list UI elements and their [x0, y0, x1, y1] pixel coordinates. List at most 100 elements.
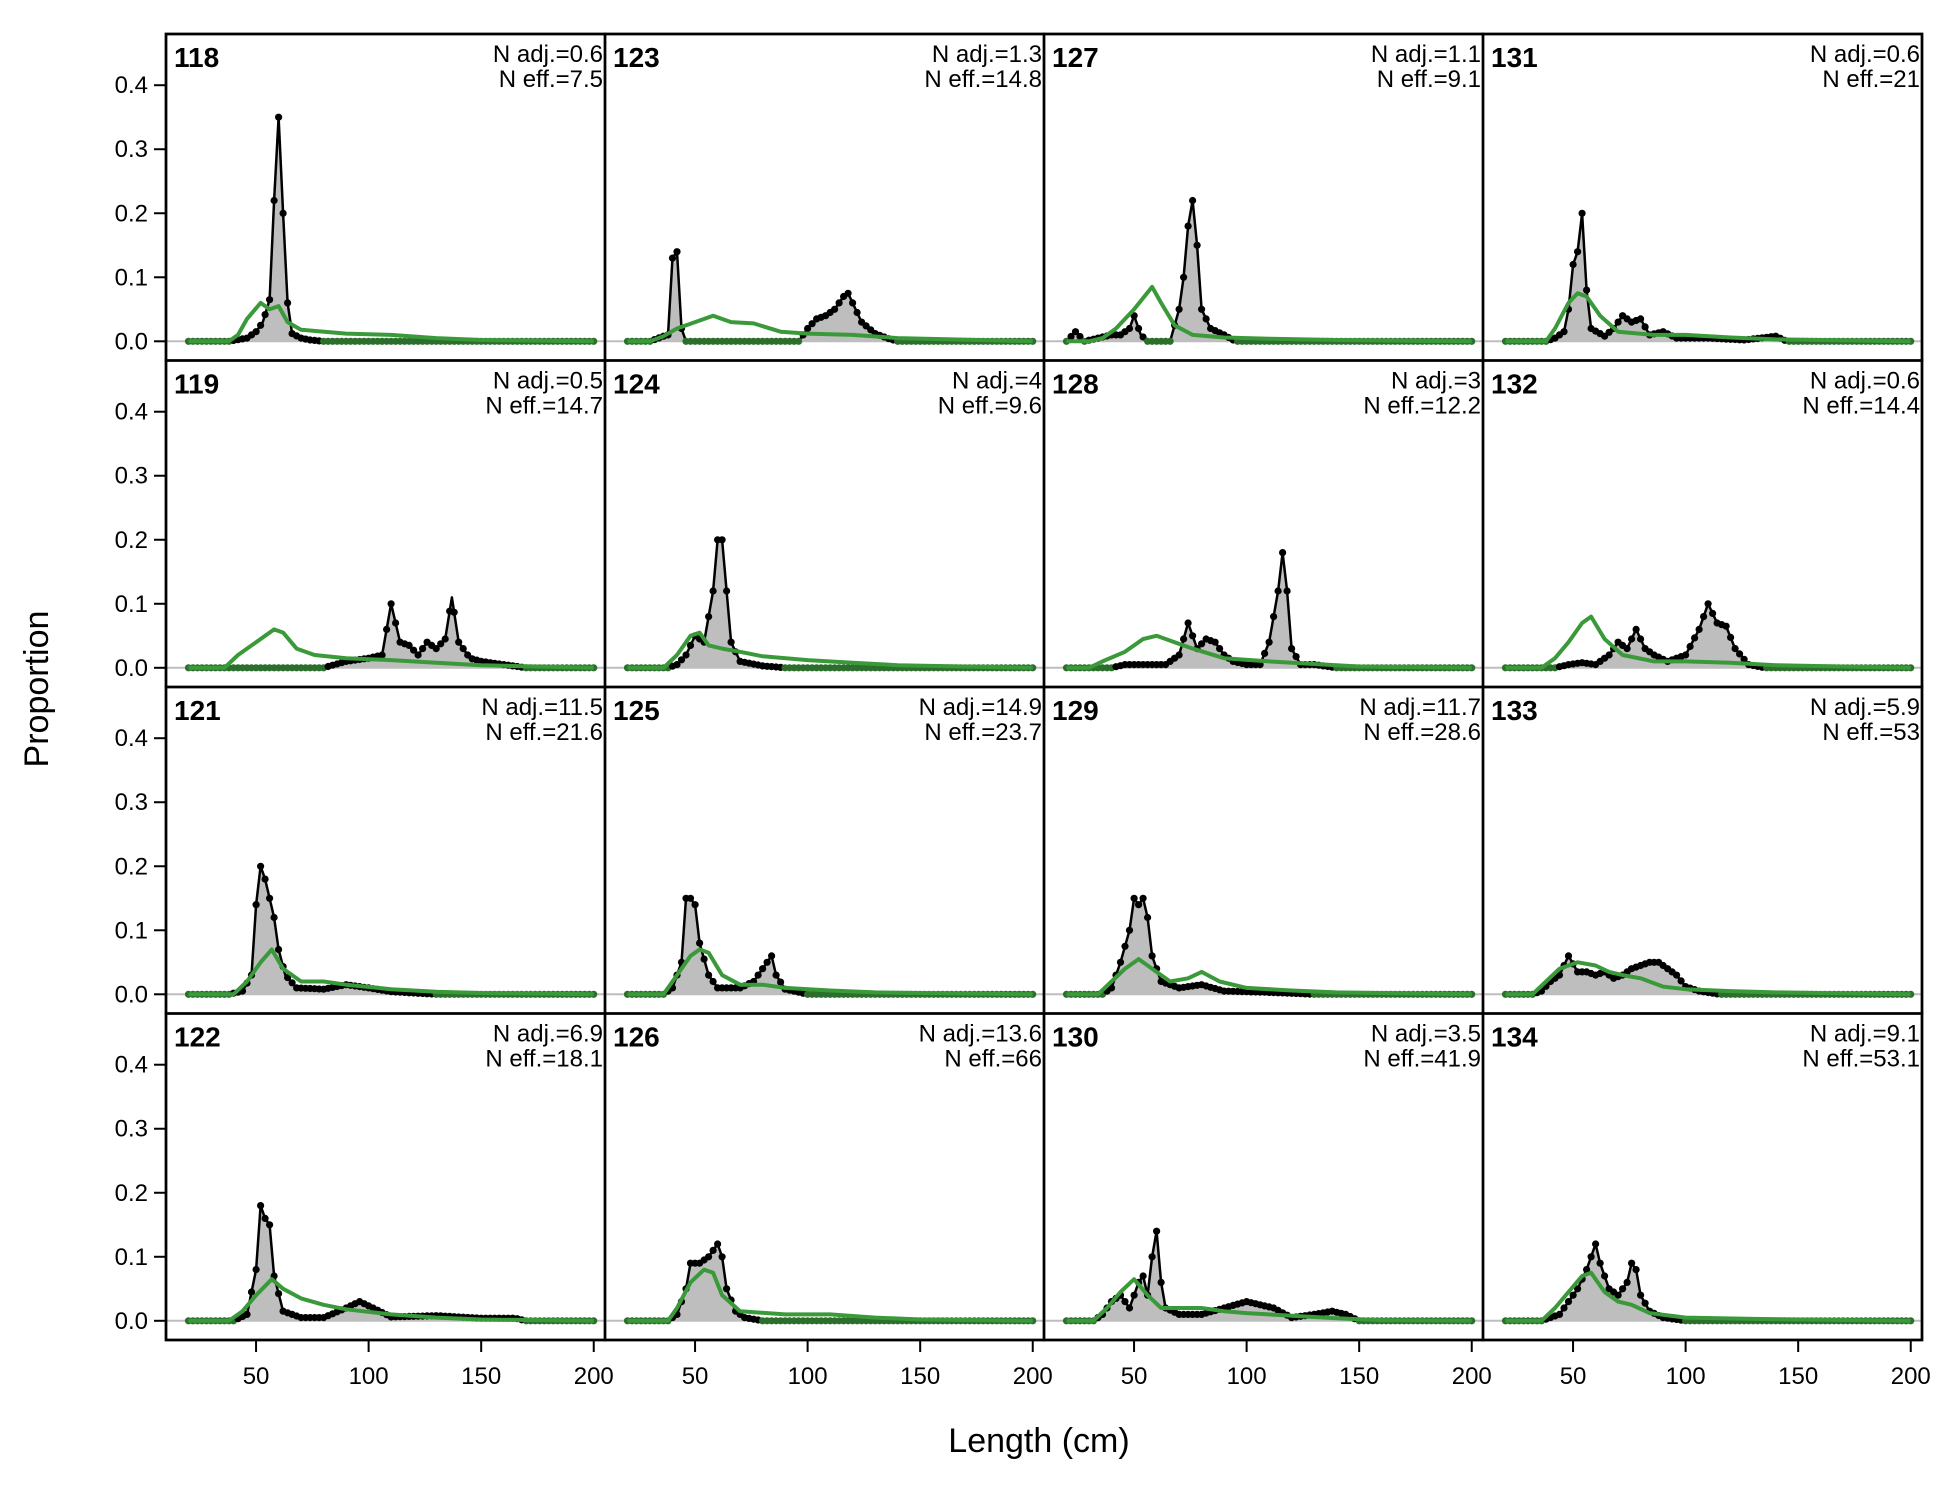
observed-point: [1614, 318, 1622, 326]
observed-point: [1189, 632, 1197, 640]
observed-point: [1157, 1278, 1165, 1286]
observed-points: [1501, 209, 1915, 345]
observed-point: [261, 1214, 269, 1222]
observed-point: [1560, 1304, 1568, 1312]
observed-line: [1505, 212, 1911, 343]
x-tick-label: 200: [1891, 1363, 1931, 1390]
observed-point: [1601, 1272, 1609, 1280]
observed-point: [1628, 1259, 1636, 1267]
expected-line: [1066, 284, 1472, 344]
n-eff-label: N eff.=66: [944, 1046, 1042, 1073]
observed-point: [831, 305, 839, 313]
observed-area: [1066, 898, 1472, 995]
y-tick-label: 0.0: [115, 328, 148, 355]
x-tick-label: 200: [1013, 1363, 1053, 1390]
observed-point: [1107, 984, 1116, 992]
observed-point: [1216, 645, 1224, 653]
panel-122: 122 N adj.=6.9N eff.=18.1: [164, 1012, 607, 1342]
observed-point: [1139, 894, 1147, 902]
observed-point: [1619, 1285, 1627, 1293]
observed-point: [1637, 635, 1645, 643]
expected-line: [1505, 291, 1911, 344]
observed-point: [1265, 638, 1273, 646]
x-tick-label: 100: [349, 1363, 389, 1390]
observed-point: [1116, 958, 1125, 966]
x-tick-label: 150: [1778, 1363, 1818, 1390]
observed-point: [257, 1202, 265, 1210]
observed-points: [184, 862, 598, 998]
n-eff-label: N eff.=53.1: [1802, 1046, 1920, 1073]
expected-line: [1066, 1277, 1472, 1323]
expected-line: [188, 627, 594, 670]
observed-point: [849, 299, 857, 307]
observed-area: [1066, 1231, 1472, 1321]
x-axis-label: Length (cm): [948, 1422, 1129, 1460]
observed-point: [1632, 625, 1640, 634]
panel-118: 118 N adj.=0.6N eff.=7.5: [164, 32, 607, 362]
plot-frame: [164, 32, 1924, 1342]
observed-point: [1135, 901, 1143, 909]
observed-point: [1283, 587, 1291, 595]
observed-point: [1144, 913, 1152, 922]
observed-point: [696, 939, 704, 947]
observed-point: [387, 600, 395, 608]
observed-point: [1731, 645, 1739, 653]
observed-point: [1605, 651, 1613, 659]
n-eff-label: N eff.=28.6: [1363, 719, 1481, 746]
n-adj-label: N adj.=0.5: [493, 368, 603, 395]
observed-point: [1270, 613, 1278, 621]
n-adj-label: N adj.=0.6: [1810, 41, 1920, 68]
observed-point: [1583, 286, 1591, 294]
n-eff-label: N eff.=21.6: [485, 719, 603, 746]
panel-130: 130 N adj.=3.5N eff.=41.9: [1042, 1012, 1485, 1342]
observed-point: [1623, 645, 1631, 653]
expected-line: [627, 313, 1033, 344]
observed-point: [257, 862, 265, 870]
observed-point: [455, 638, 463, 646]
observed-point: [275, 945, 283, 954]
observed-point: [266, 894, 274, 902]
panel-label: 121: [174, 695, 221, 726]
observed-point: [279, 209, 287, 217]
panel-label: 125: [613, 695, 660, 726]
expected-line: [1505, 1270, 1911, 1323]
observed-area: [188, 597, 594, 668]
observed-point: [1587, 1253, 1595, 1261]
observed-point: [275, 1290, 283, 1298]
observed-point: [450, 608, 458, 616]
n-eff-label: N eff.=12.2: [1363, 393, 1481, 420]
observed-point: [1211, 638, 1219, 646]
observed-point: [1722, 622, 1730, 630]
y-tick-label: 0.1: [115, 1244, 148, 1271]
observed-point: [772, 971, 780, 979]
panel-label: 123: [613, 42, 660, 73]
expected-line: [1505, 960, 1911, 997]
observed-point: [1709, 609, 1717, 618]
panel-label: 129: [1052, 695, 1099, 726]
n-adj-label: N adj.=0.6: [493, 41, 603, 68]
observed-area: [1066, 200, 1472, 342]
observed-point: [243, 1310, 251, 1318]
observed-point: [763, 958, 771, 966]
observed-line: [627, 538, 1033, 670]
observed-point: [723, 1285, 731, 1293]
observed-point: [668, 254, 677, 262]
panel-133: 133 N adj.=5.9N eff.=53: [1481, 685, 1924, 1015]
y-tick-label: 0.1: [115, 264, 148, 291]
observed-area: [188, 117, 594, 342]
observed-point: [709, 587, 717, 595]
y-tick-label: 0.2: [115, 1180, 148, 1207]
x-tick-label: 150: [900, 1363, 940, 1390]
observed-point: [1067, 332, 1075, 341]
y-tick-label: 0.1: [115, 591, 148, 618]
observed-point: [714, 1240, 722, 1248]
observed-point: [261, 875, 269, 883]
observed-point: [1153, 1227, 1161, 1235]
observed-point: [1274, 587, 1282, 595]
observed-point: [1583, 1266, 1591, 1274]
observed-point: [686, 641, 695, 650]
observed-point: [383, 625, 391, 634]
observed-area: [1505, 1244, 1911, 1321]
observed-point: [1125, 926, 1134, 934]
